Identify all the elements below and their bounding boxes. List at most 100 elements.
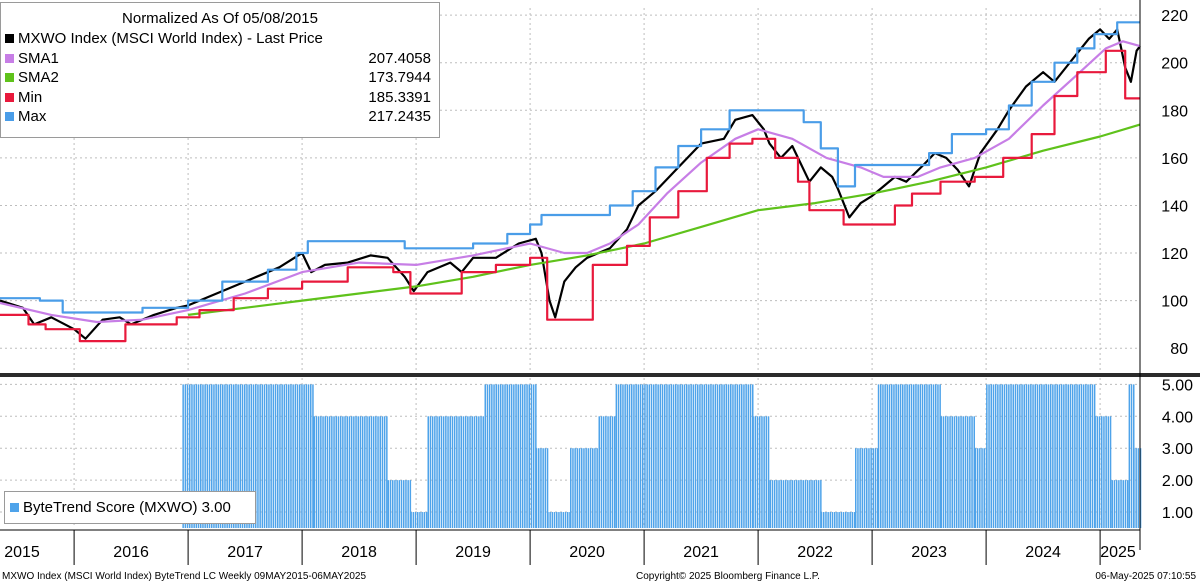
score-bar xyxy=(331,416,333,528)
score-bar xyxy=(407,480,409,528)
score-bar xyxy=(521,384,524,528)
score-bar xyxy=(261,384,264,528)
score-bar xyxy=(661,384,664,528)
score-bar xyxy=(458,416,460,528)
score-bar xyxy=(609,416,611,528)
score-bar xyxy=(787,480,789,528)
score-bar xyxy=(615,384,618,528)
score-bar xyxy=(1115,480,1118,528)
score-bar xyxy=(607,416,609,528)
score-bar xyxy=(1080,384,1083,528)
score-bar xyxy=(307,384,310,528)
y-tick-label: 220 xyxy=(1161,8,1188,25)
score-bar xyxy=(310,384,312,528)
score-bar xyxy=(524,384,526,528)
score-bar xyxy=(290,384,292,528)
score-bar xyxy=(659,384,662,528)
score-bar xyxy=(504,384,506,528)
score-bar xyxy=(997,384,999,528)
score-bar xyxy=(195,384,198,528)
score-bar xyxy=(1069,384,1072,528)
score-bar xyxy=(829,512,832,528)
score-bar xyxy=(381,416,384,528)
score-bar xyxy=(241,384,244,528)
score-bar xyxy=(831,512,834,528)
score-bar xyxy=(414,512,417,528)
score-bar xyxy=(902,384,904,528)
legend-swatch-price xyxy=(5,34,14,43)
score-bar xyxy=(296,384,299,528)
series-line-max xyxy=(0,21,1140,314)
price-legend: Normalized As Of 05/08/2015 MXWO Index (… xyxy=(0,2,440,138)
score-bar xyxy=(274,384,277,528)
score-bar xyxy=(1089,384,1091,528)
score-bar xyxy=(1107,416,1110,528)
x-tick-label: 2021 xyxy=(683,544,719,561)
score-bar xyxy=(763,416,765,528)
score-bar xyxy=(301,384,303,528)
score-bar xyxy=(213,384,215,528)
score-bar xyxy=(594,448,596,528)
score-bar xyxy=(904,384,906,528)
score-bar xyxy=(578,448,581,528)
score-bar xyxy=(375,416,377,528)
score-bar xyxy=(268,384,270,528)
score-bar xyxy=(1098,416,1101,528)
score-bar xyxy=(182,384,184,528)
score-bar xyxy=(184,384,187,528)
score-bar xyxy=(1139,448,1142,528)
legend-value: 207.4058 xyxy=(368,49,431,67)
score-bar xyxy=(436,416,438,528)
score-bar xyxy=(574,448,576,528)
score-bar xyxy=(233,384,235,528)
y-tick-label: 100 xyxy=(1161,294,1188,311)
score-bar xyxy=(719,384,721,528)
score-bar xyxy=(650,384,653,528)
score-bar xyxy=(847,512,849,528)
score-bar xyxy=(646,384,648,528)
x-tick-label: 2016 xyxy=(113,544,149,561)
score-bar xyxy=(239,384,242,528)
score-bar xyxy=(558,512,560,528)
score-bar xyxy=(1060,384,1063,528)
score-bar xyxy=(924,384,926,528)
score-bar xyxy=(211,384,213,528)
series-line-sma1 xyxy=(0,40,1141,324)
score-bar xyxy=(990,384,992,528)
score-bar xyxy=(1049,384,1052,528)
score-bar xyxy=(440,416,443,528)
score-bar xyxy=(569,512,571,528)
score-bar xyxy=(714,384,717,528)
score-bar xyxy=(510,384,513,528)
score-bar xyxy=(962,416,964,528)
score-bar xyxy=(409,480,412,528)
score-bar xyxy=(1005,384,1008,528)
score-bar xyxy=(701,384,703,528)
score-bar xyxy=(335,416,337,528)
score-bar xyxy=(851,512,854,528)
score-bar xyxy=(400,480,403,528)
score-bar xyxy=(553,512,556,528)
score-bar xyxy=(294,384,297,528)
score-bar xyxy=(451,416,454,528)
score-bar xyxy=(1065,384,1067,528)
score-bar xyxy=(979,448,981,528)
score-bar xyxy=(613,416,616,528)
score-bar xyxy=(1122,480,1124,528)
score-bar xyxy=(403,480,405,528)
score-bar xyxy=(940,416,942,528)
score-bar xyxy=(655,384,657,528)
score-bar xyxy=(849,512,851,528)
score-bar xyxy=(811,480,813,528)
score-bar xyxy=(868,448,870,528)
x-tick-label: 2022 xyxy=(797,544,833,561)
score-bar xyxy=(845,512,847,528)
score-bar xyxy=(761,416,763,528)
score-bar xyxy=(681,384,684,528)
score-bar xyxy=(255,384,257,528)
score-bar xyxy=(576,448,579,528)
score-bar xyxy=(861,448,864,528)
score-bar xyxy=(915,384,917,528)
score-bar xyxy=(1128,384,1131,528)
footer-timestamp: 06-May-2025 07:10:55 xyxy=(1095,571,1196,582)
